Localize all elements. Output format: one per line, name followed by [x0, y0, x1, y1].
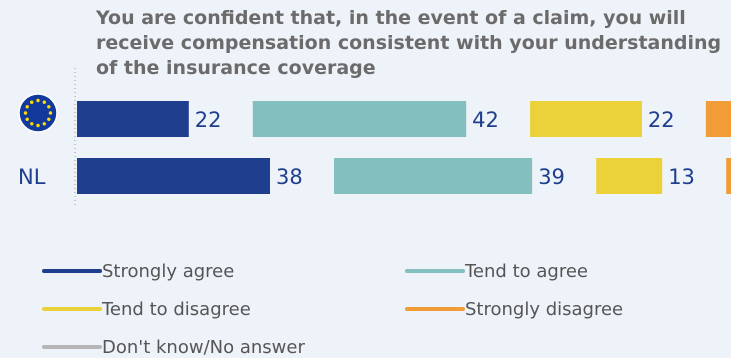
legend-label: Strongly agree [102, 261, 234, 282]
eu-flag-star [47, 105, 51, 109]
eu-flag-star [30, 122, 34, 126]
eu-flag-star [42, 122, 46, 126]
eu-flag-icon [18, 93, 58, 133]
bar-eu-strongly-disagree [705, 101, 731, 137]
category-label-nl: NL [18, 165, 46, 189]
legend-label: Tend to disagree [101, 299, 251, 320]
bar-eu-tend-to-agree [252, 101, 467, 137]
legend-label: Tend to agree [464, 261, 588, 282]
legend-label: Strongly disagree [465, 299, 623, 320]
eu-flag-star [23, 111, 28, 115]
eu-flag-star [25, 105, 29, 109]
bar-nl-tend-to-disagree [596, 158, 663, 194]
eu-flag-star [47, 117, 51, 122]
eu-flag-star [48, 111, 53, 115]
value-label: 42 [472, 108, 499, 132]
value-label: 38 [276, 165, 303, 189]
eu-flag-star [25, 117, 29, 122]
bar-eu-tend-to-disagree [530, 101, 642, 137]
eu-flag-star [36, 123, 40, 128]
bar-nl-strongly-disagree [726, 158, 731, 194]
value-label: 13 [668, 165, 695, 189]
eu-flag-star [36, 98, 40, 103]
value-label: 22 [195, 108, 222, 132]
bar-nl-strongly-agree [77, 158, 270, 194]
value-label: 39 [538, 165, 565, 189]
bar-nl-tend-to-agree [334, 158, 533, 194]
eu-flag-star [30, 100, 34, 104]
chart-title: You are confident that, in the event of … [96, 7, 722, 79]
value-label: 22 [648, 108, 675, 132]
legend-label: Don't know/No answer [102, 337, 305, 358]
bar-eu-strongly-agree [77, 101, 189, 137]
eu-flag-star [42, 100, 46, 104]
